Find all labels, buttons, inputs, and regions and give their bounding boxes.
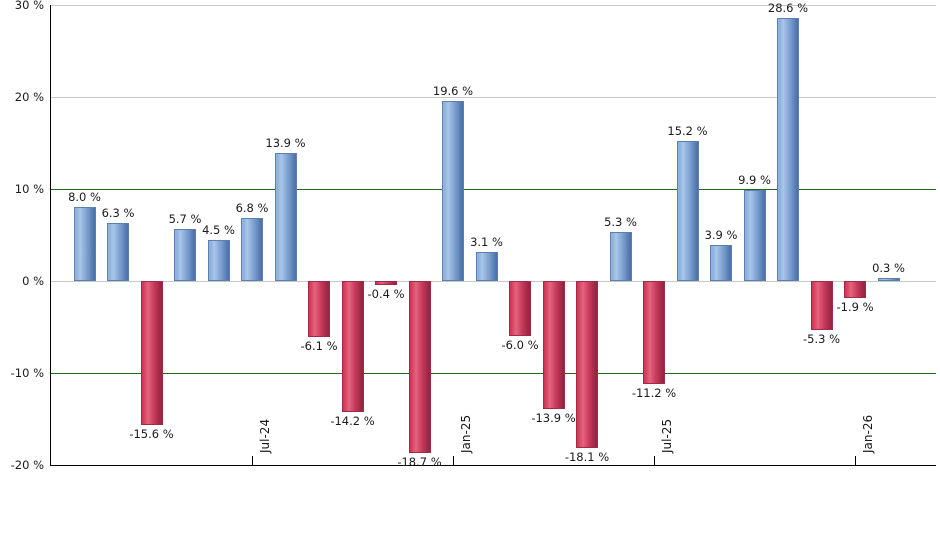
bar[interactable] (274, 153, 297, 281)
bar[interactable] (609, 232, 632, 281)
bar-value-label: -5.3 % (802, 331, 841, 346)
bar[interactable] (810, 281, 833, 330)
y-axis-tick-label: 20 % (14, 90, 44, 104)
gridline--10 (50, 373, 936, 374)
bar[interactable] (643, 281, 665, 385)
y-axis-tick-label: 30 % (14, 0, 44, 12)
x-axis-tick (855, 456, 856, 465)
x-axis-tick (654, 456, 655, 465)
bar-value-label: -13.9 % (531, 410, 576, 425)
bar-value-label: 15.2 % (667, 124, 708, 139)
bar[interactable] (140, 281, 163, 425)
bar-value-label: -15.6 % (129, 426, 174, 441)
bar[interactable] (375, 281, 397, 285)
x-axis-tick-label: Jul-25 (660, 418, 674, 453)
bar-value-label: 5.3 % (604, 215, 637, 230)
bar-value-label: 5.7 % (168, 211, 202, 226)
bar-value-label: 6.8 % (235, 201, 269, 216)
bar[interactable] (509, 281, 531, 337)
gridline-0 (50, 281, 936, 282)
bar-value-label: 13.9 % (265, 136, 306, 151)
bar-value-label: 0.3 % (872, 261, 905, 276)
bar[interactable] (308, 281, 330, 338)
y-axis-tick-label: 0 % (22, 274, 44, 288)
bar-value-label: -18.7 % (397, 455, 442, 470)
gridline-10 (50, 189, 936, 190)
bar-value-label: -6.1 % (300, 339, 338, 354)
bar[interactable] (844, 281, 866, 299)
bar-value-label: -18.1 % (564, 449, 610, 464)
bar-value-label: 3.9 % (704, 228, 738, 243)
bar[interactable] (442, 100, 464, 281)
bar[interactable] (542, 281, 565, 409)
bar[interactable] (174, 228, 196, 281)
bar[interactable] (576, 281, 598, 448)
y-axis-line (50, 5, 51, 465)
bar-value-label: 9.9 % (738, 172, 771, 187)
plot-area (50, 5, 936, 465)
x-axis-tick-label: Jul-24 (258, 418, 272, 453)
bar[interactable] (408, 281, 431, 454)
bar[interactable] (877, 278, 900, 281)
bar[interactable] (207, 239, 230, 281)
bar-value-label: 4.5 % (202, 222, 235, 237)
gridline-20 (50, 97, 936, 98)
bar[interactable] (73, 207, 96, 281)
gridline-30 (50, 5, 936, 6)
y-axis-tick-label: 10 % (14, 182, 44, 196)
bar-value-label: -6.0 % (501, 338, 539, 353)
bar-value-label: -1.9 % (836, 300, 874, 315)
bar[interactable] (710, 245, 732, 281)
y-axis-tick-label: -20 % (10, 458, 44, 472)
x-axis-line (50, 465, 936, 466)
bar-value-label: 3.1 % (470, 235, 503, 250)
bar[interactable] (475, 252, 498, 281)
bar[interactable] (676, 141, 699, 281)
x-axis-tick-label: Jan-25 (459, 414, 473, 453)
bar-value-label: -11.2 % (631, 386, 677, 401)
bar[interactable] (777, 17, 799, 281)
bar[interactable] (107, 223, 129, 281)
bar-value-label: 28.6 % (767, 0, 809, 15)
bar-value-label: 8.0 % (68, 190, 101, 205)
bar[interactable] (341, 281, 364, 412)
y-axis-tick-label: -10 % (10, 366, 44, 380)
x-axis-tick-label: Jan-26 (861, 414, 875, 453)
x-axis-tick (453, 456, 454, 465)
bar[interactable] (241, 218, 263, 281)
bar[interactable] (743, 189, 766, 281)
bar-value-label: 19.6 % (432, 83, 474, 98)
bar-value-label: 6.3 % (101, 206, 135, 221)
bar-value-label: -14.2 % (330, 413, 375, 428)
bar-value-label: -0.4 % (367, 286, 405, 301)
x-axis-tick (252, 456, 253, 465)
